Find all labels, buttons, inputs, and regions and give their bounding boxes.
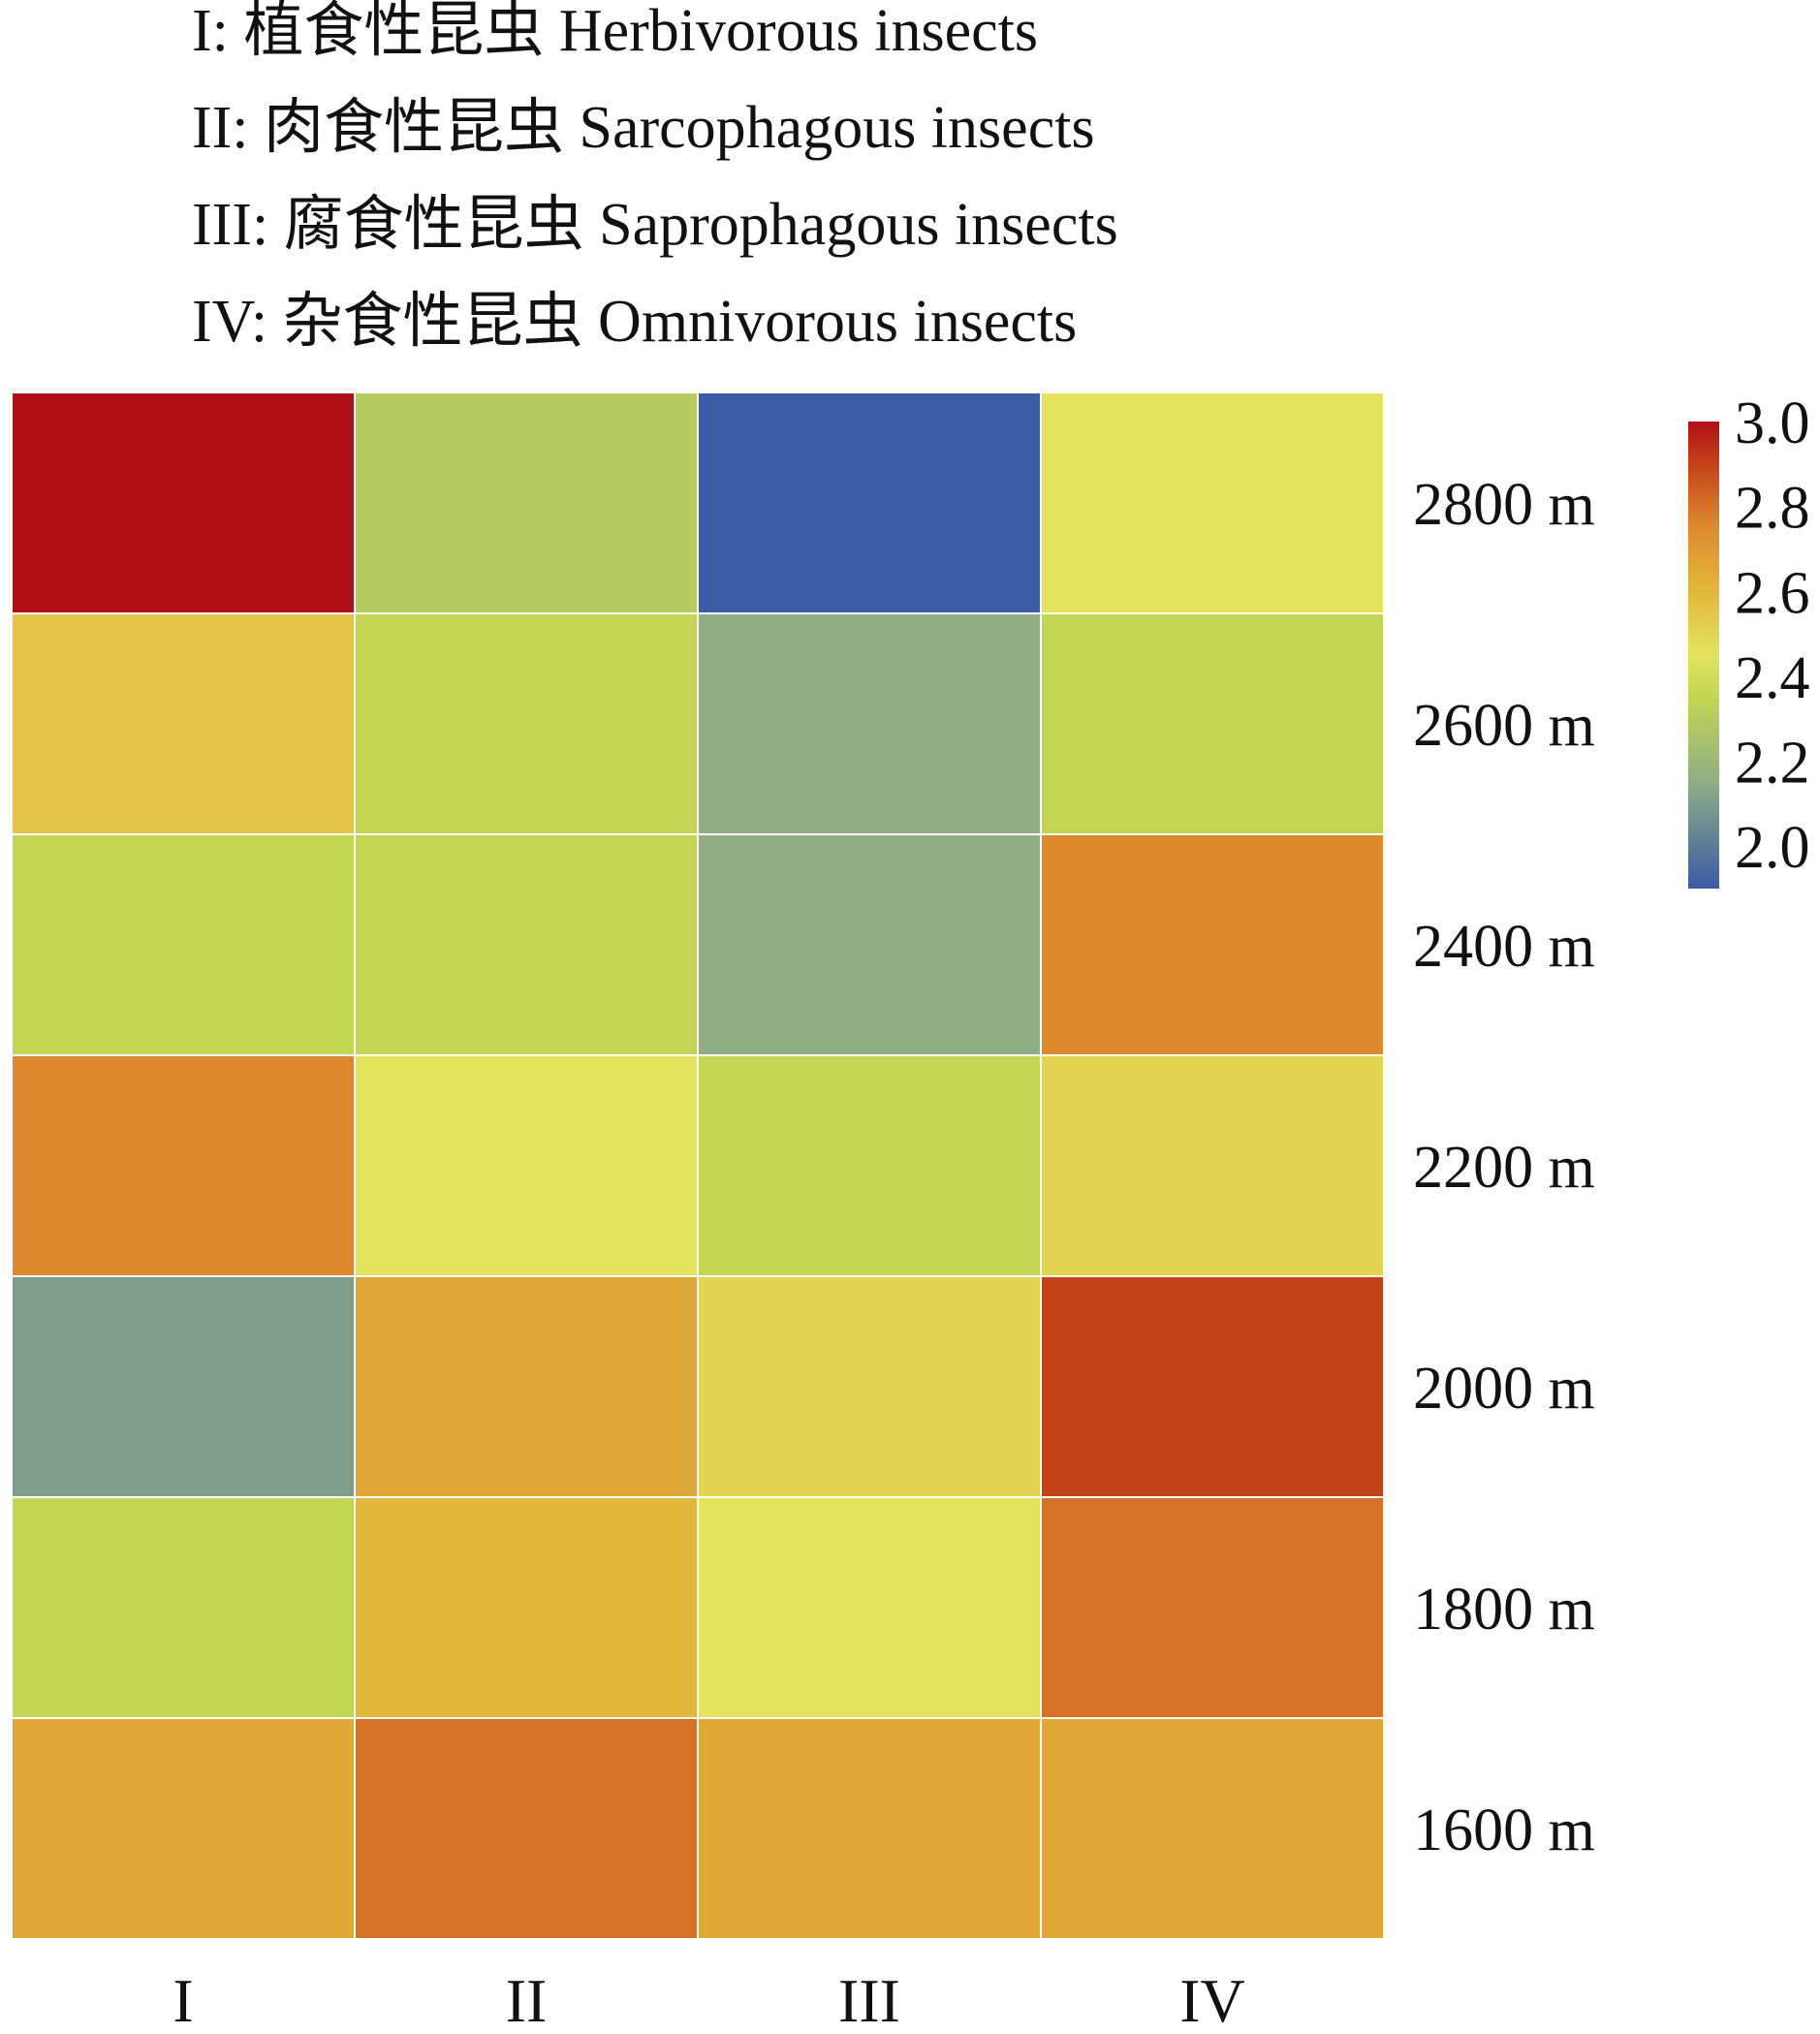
colorbar-ticks: 3.0 2.8 2.6 2.4 2.2 2.0 xyxy=(1735,391,1810,881)
heatmap-cell-i-2400m xyxy=(11,833,356,1056)
heatmap-cell-i-2000m xyxy=(11,1275,356,1498)
heatmap-cell-iii-2400m xyxy=(697,833,1042,1056)
heatmap-cell-iv-1600m xyxy=(1040,1717,1385,1940)
column-labels: I II III IV xyxy=(173,1966,1244,2034)
heatmap-cell-iv-2400m xyxy=(1040,833,1385,1056)
legend-line-4: IV: 杂食性昆虫 Omnivorous insects xyxy=(192,289,1077,355)
row-label: 2000 m xyxy=(1413,1356,1595,1422)
heatmap-cell-iv-2000m xyxy=(1040,1275,1385,1498)
heatmap-cells xyxy=(11,391,1385,1940)
column-label: IV xyxy=(1179,1966,1245,2034)
heatmap-cell-i-1800m xyxy=(11,1496,356,1719)
row-label: 1600 m xyxy=(1413,1798,1595,1863)
category-legend: I: 植食性昆虫 Herbivorous insects II: 肉食性昆虫 S… xyxy=(192,0,1118,355)
heatmap-cell-ii-2000m xyxy=(354,1275,699,1498)
colorbar-tick-label: 3.0 xyxy=(1735,391,1810,456)
colorbar-gradient xyxy=(1688,422,1719,889)
heatmap-cell-ii-2600m xyxy=(354,612,699,835)
heatmap-cell-iv-2200m xyxy=(1040,1054,1385,1277)
row-label: 2200 m xyxy=(1413,1135,1595,1201)
heatmap-cell-iii-2800m xyxy=(697,391,1042,614)
heatmap-cell-iv-1800m xyxy=(1040,1496,1385,1719)
heatmap-cell-iii-2600m xyxy=(697,612,1042,835)
heatmap-cell-ii-1600m xyxy=(354,1717,699,1940)
heatmap-cell-ii-1800m xyxy=(354,1496,699,1719)
heatmap-cell-ii-2400m xyxy=(354,833,699,1056)
colorbar: 3.0 2.8 2.6 2.4 2.2 2.0 xyxy=(1688,391,1810,889)
column-label: III xyxy=(838,1966,900,2034)
heatmap-cell-iii-2000m xyxy=(697,1275,1042,1498)
heatmap-cell-iv-2800m xyxy=(1040,391,1385,614)
colorbar-tick-label: 2.6 xyxy=(1735,560,1810,626)
heatmap-cell-iii-1600m xyxy=(697,1717,1042,1940)
row-label: 2600 m xyxy=(1413,693,1595,759)
legend-line-1: I: 植食性昆虫 Herbivorous insects xyxy=(192,0,1038,64)
row-label: 1800 m xyxy=(1413,1577,1595,1643)
row-label: 2800 m xyxy=(1413,472,1595,538)
heatmap-cell-iii-2200m xyxy=(697,1054,1042,1277)
heatmap-cell-ii-2200m xyxy=(354,1054,699,1277)
colorbar-tick-label: 2.2 xyxy=(1735,731,1810,797)
heatmap-cell-i-2600m xyxy=(11,612,356,835)
heatmap-cell-i-2200m xyxy=(11,1054,356,1277)
heatmap-cell-i-2800m xyxy=(11,391,356,614)
colorbar-tick-label: 2.8 xyxy=(1735,476,1810,542)
heatmap-cell-ii-2800m xyxy=(354,391,699,614)
heatmap-cell-iv-2600m xyxy=(1040,612,1385,835)
heatmap-cell-iii-1800m xyxy=(697,1496,1042,1719)
column-label: II xyxy=(506,1966,548,2034)
row-label: 2400 m xyxy=(1413,914,1595,980)
heatmap-cell-i-1600m xyxy=(11,1717,356,1940)
legend-line-2: II: 肉食性昆虫 Sarcophagous insects xyxy=(192,95,1095,161)
colorbar-tick-label: 2.4 xyxy=(1735,645,1810,711)
colorbar-tick-label: 2.0 xyxy=(1735,815,1810,881)
row-labels: 2800 m 2600 m 2400 m 2200 m 2000 m 1800 m 1600… xyxy=(1413,472,1595,1863)
column-label: I xyxy=(173,1966,193,2034)
legend-line-3: III: 腐食性昆虫 Saprophagous insects xyxy=(192,192,1118,258)
